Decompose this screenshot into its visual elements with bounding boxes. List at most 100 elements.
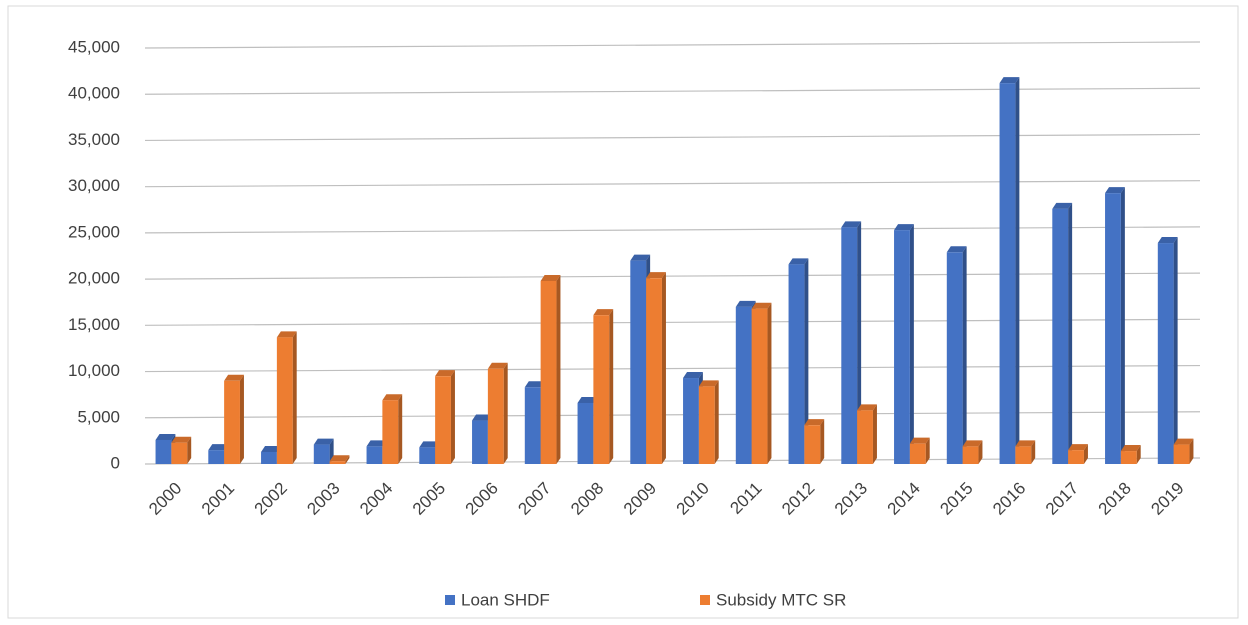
bar [329,461,346,464]
bar [472,420,488,464]
bar [1173,444,1190,464]
bar-side [503,362,508,464]
bar-top [857,404,877,411]
bar-side [398,394,403,464]
x-tick-label: 2009 [620,479,660,519]
y-tick-label: 0 [111,453,120,472]
bar [630,260,647,464]
bar-side [962,246,967,464]
bar [804,425,821,464]
bar-top [841,221,862,228]
bar [1015,446,1032,464]
x-tick-label: 2002 [251,479,291,519]
bar [487,368,504,464]
bar [577,402,594,464]
bar-top [735,300,756,307]
bar-side [661,272,666,464]
bar-top [804,419,825,426]
bar-top [472,414,492,421]
y-tick-label: 20,000 [68,269,120,288]
bar-side [609,309,614,464]
bar-side [820,419,825,464]
bar-top [946,246,967,253]
bar-top [540,274,561,281]
bar-top [894,224,914,231]
y-tick-label: 5,000 [77,407,120,426]
bar-top [435,370,455,377]
bar [1120,451,1137,464]
bar-top [208,444,229,451]
grid-line [144,318,1201,326]
x-tick-label: 2013 [831,479,871,519]
grid-line [144,133,1201,142]
x-tick-label: 2006 [462,479,502,519]
bar [999,83,1016,464]
x-tick-label: 2017 [1042,479,1082,519]
bar-side [292,331,297,464]
bar-side [556,274,561,464]
bar-top [1068,444,1088,451]
bar [909,443,926,464]
bar [524,387,541,464]
bar-top [1173,438,1194,445]
bar-side [767,302,772,464]
grid-line [144,226,1201,234]
bar-top [155,433,176,440]
grid-line [144,272,1201,280]
bar-top [524,381,545,388]
x-tick-label: 2001 [198,479,238,519]
bar [171,442,188,464]
bar-top [1120,445,1141,452]
bar [751,308,768,464]
bar-top [1105,187,1125,194]
bar [366,446,383,464]
x-tick-label: 2014 [884,479,924,519]
x-tick-label: 2003 [303,479,343,519]
y-tick-label: 45,000 [68,37,120,56]
bar-top [999,77,1020,84]
grid-line [144,411,1201,419]
bar-top [962,440,983,447]
bar-top [1015,440,1036,447]
bar-side [345,455,350,464]
bar-side [1189,438,1194,464]
bar-side [978,440,983,464]
bar-side [1120,187,1125,465]
bar [382,400,399,464]
bar [841,227,858,464]
x-tick-label: 2004 [356,479,396,519]
bar-top [419,441,440,448]
bar [224,380,240,464]
x-tick-label: 2018 [1095,479,1135,519]
bar [857,410,873,464]
x-tick-label: 2010 [673,479,713,519]
bar-side [925,437,930,464]
bar-side [1083,444,1088,464]
x-tick-label: 2011 [726,479,765,518]
bar [698,386,715,464]
legend-swatch [700,595,710,605]
bar-side [714,380,719,464]
x-tick-label: 2000 [145,479,185,519]
bar-top [751,302,772,309]
bar [894,230,910,464]
bar-top [1157,237,1178,244]
x-tick-label: 2005 [409,479,449,519]
bar-top [788,258,809,265]
x-tick-label: 2016 [989,479,1029,519]
bar-top [630,254,651,261]
bar-top [646,272,666,279]
bar-top [171,436,192,443]
bar-top [329,455,350,462]
legend-swatch [445,595,455,605]
bar [540,280,557,464]
grid-line [144,457,1201,465]
bar [683,378,699,464]
bar-top [1052,202,1073,209]
x-tick-label: 2019 [1147,479,1187,519]
y-tick-label: 25,000 [68,222,120,241]
bar-side [804,258,809,464]
bar [962,446,979,464]
bar [208,450,225,464]
grid-line [144,87,1201,95]
